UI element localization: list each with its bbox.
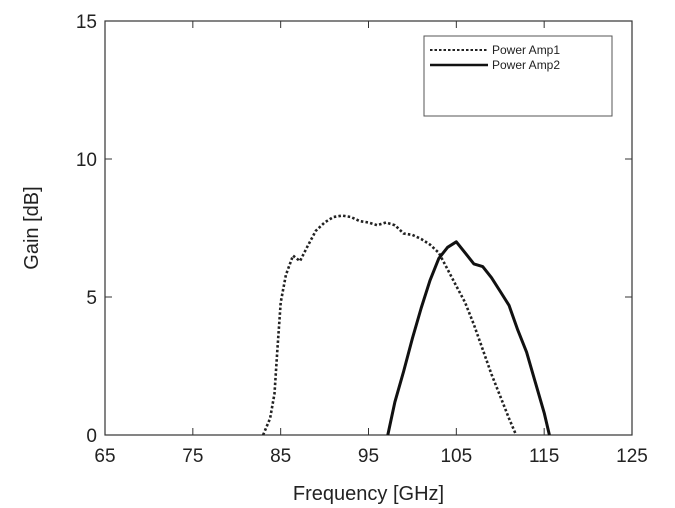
y-tick-label: 15 [76,12,97,33]
x-tick-label: 85 [270,446,291,467]
legend-label-power-amp1: Power Amp1 [492,43,560,57]
series-layer [261,214,551,436]
legend-label-power-amp2: Power Amp2 [492,58,560,72]
legend-box [423,35,613,117]
x-tick-label: 125 [616,446,648,467]
y-axis-ticks: 0 5 10 15 [76,12,632,447]
legend: Power Amp1 Power Amp2 [423,35,613,117]
y-tick-label: 5 [86,288,97,309]
x-axis-ticks: 65 75 85 95 105 115 125 [94,21,648,467]
x-tick-label: 95 [358,446,379,467]
x-tick-label: 105 [440,446,472,467]
x-tick-label: 65 [94,446,115,467]
y-tick-label: 0 [86,426,97,447]
x-axis-title: Frequency [GHz] [293,483,444,505]
series-line-power-amp2 [386,240,551,436]
y-tick-label: 10 [76,150,97,171]
series-line-power-amp1 [261,214,518,436]
x-tick-label: 115 [529,446,559,467]
x-tick-label: 75 [182,446,203,467]
y-axis-title: Gain [dB] [21,186,43,269]
